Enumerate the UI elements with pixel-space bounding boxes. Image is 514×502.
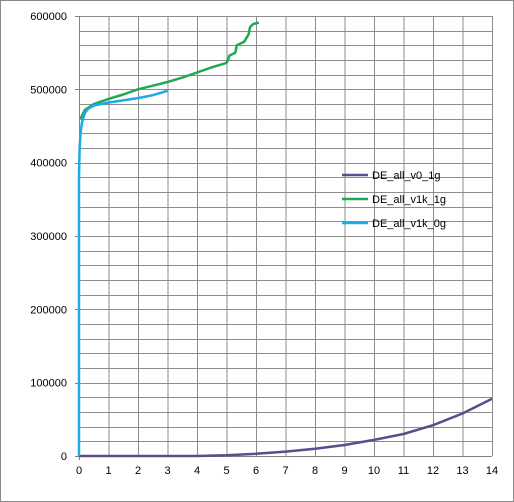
x-tick-label: 2 — [135, 465, 141, 477]
legend-label-3: DE_all_v1k_0g — [372, 218, 446, 230]
x-tick-label: 5 — [223, 465, 229, 477]
y-tick-label: 500000 — [30, 84, 67, 96]
x-tick-label: 12 — [427, 465, 439, 477]
x-tick-label: 11 — [398, 465, 409, 477]
series-line-3 — [77, 89, 168, 456]
y-tick-label: 200000 — [30, 304, 67, 316]
y-tick-label: 400000 — [30, 158, 67, 170]
x-tick-label: 13 — [456, 465, 468, 477]
x-tick-label: 7 — [282, 465, 288, 477]
x-tick-label: 4 — [194, 465, 200, 477]
y-tick-label: 100000 — [30, 378, 67, 390]
y-tick-label: 600000 — [30, 11, 67, 23]
x-tick-label: 14 — [486, 465, 498, 477]
y-tick-label: 0 — [61, 451, 67, 463]
legend-label-2: DE_all_v1k_1g — [372, 194, 446, 206]
x-tick-label: 8 — [312, 465, 318, 477]
series-line-2 — [79, 21, 260, 120]
x-tick-label: 0 — [76, 465, 82, 477]
legend-label-1: DE_all_v0_1g — [372, 170, 441, 182]
series-line-1 — [79, 397, 493, 458]
x-tick-label: 6 — [253, 465, 259, 477]
y-tick-label: 300000 — [30, 231, 67, 243]
x-tick-label: 3 — [164, 465, 170, 477]
x-tick-label: 9 — [341, 465, 347, 477]
x-tick-label: 1 — [105, 465, 111, 477]
x-tick-label: 10 — [368, 465, 380, 477]
